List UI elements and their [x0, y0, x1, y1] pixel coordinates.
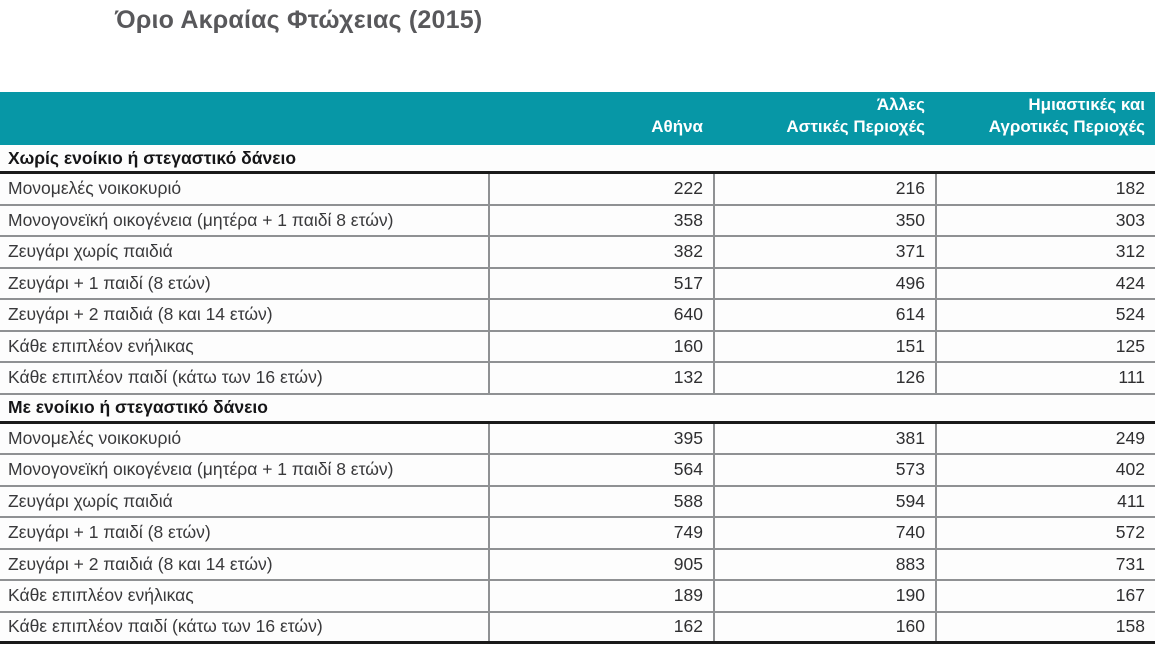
table-row: Κάθε επιπλέον παιδί (κάτω των 16 ετών) 1…: [0, 363, 1155, 395]
table-row: Κάθε επιπλέον ενήλικας 160 151 125: [0, 331, 1155, 363]
table-row: Μονογονεϊκή οικογένεια (μητέρα + 1 παιδί…: [0, 205, 1155, 237]
value-cell: 189: [488, 581, 713, 611]
value-cell: 424: [935, 268, 1155, 298]
row-label: Μονομελές νοικοκυριό: [8, 178, 182, 199]
value-cell: 160: [488, 331, 713, 361]
value-cell: 216: [713, 174, 935, 204]
value-cell: 517: [488, 268, 713, 298]
row-label: Κάθε επιπλέον παιδί (κάτω των 16 ετών): [8, 367, 323, 388]
value-cell: 588: [488, 486, 713, 516]
column-header-line: Αγροτικές Περιοχές: [988, 116, 1145, 136]
section-rows: Μονομελές νοικοκυριό 395 381 249 Μονογον…: [0, 423, 1155, 644]
column-header: Άλλες Αστικές Περιοχές: [713, 92, 935, 145]
value-cell: 190: [713, 581, 935, 611]
row-label: Ζευγάρι + 2 παιδιά (8 και 14 ετών): [8, 304, 273, 325]
table-row: Κάθε επιπλέον παιδί (κάτω των 16 ετών) 1…: [0, 612, 1155, 644]
row-label: Μονομελές νοικοκυριό: [8, 427, 182, 448]
page-title: Όριο Ακραίας Φτώχειας (2015): [115, 6, 483, 34]
value-cell: 303: [935, 205, 1155, 235]
row-label: Κάθε επιπλέον ενήλικας: [8, 585, 194, 606]
value-cell: 371: [713, 237, 935, 267]
value-cell: 564: [488, 455, 713, 485]
value-cell: 614: [713, 300, 935, 330]
row-label: Ζευγάρι χωρίς παιδιά: [8, 241, 173, 262]
value-cell: 382: [488, 237, 713, 267]
value-cell: 125: [935, 331, 1155, 361]
section-rows: Μονομελές νοικοκυριό 222 216 182 Μονογον…: [0, 174, 1155, 395]
table-row: Ζευγάρι + 2 παιδιά (8 και 14 ετών) 905 8…: [0, 549, 1155, 581]
table-row: Κάθε επιπλέον ενήλικας 189 190 167: [0, 581, 1155, 613]
value-cell: 167: [935, 581, 1155, 611]
header-spacer-cell: [0, 92, 488, 145]
column-header-line: Αστικές Περιοχές: [786, 116, 925, 136]
value-cell: 358: [488, 205, 713, 235]
value-cell: 132: [488, 363, 713, 393]
value-cell: 395: [488, 423, 713, 453]
table-row: Ζευγάρι + 1 παιδί (8 ετών) 517 496 424: [0, 268, 1155, 300]
value-cell: 160: [713, 612, 935, 641]
value-cell: 573: [713, 455, 935, 485]
value-cell: 312: [935, 237, 1155, 267]
row-label: Ζευγάρι + 1 παιδί (8 ετών): [8, 522, 211, 543]
table-body: Χωρίς ενοίκιο ή στεγαστικό δάνειο Μονομε…: [0, 145, 1155, 644]
row-label: Ζευγάρι χωρίς παιδιά: [8, 490, 173, 511]
table-row: Ζευγάρι + 1 παιδί (8 ετών) 749 740 572: [0, 518, 1155, 550]
column-header: Ημιαστικές και Αγροτικές Περιοχές: [935, 92, 1155, 145]
row-label: Μονογονεϊκή οικογένεια (μητέρα + 1 παιδί…: [8, 209, 394, 230]
table-section: Με ενοίκιο ή στεγαστικό δάνειο Μονομελές…: [0, 394, 1155, 644]
value-cell: 111: [935, 363, 1155, 393]
row-label: Ζευγάρι + 1 παιδί (8 ετών): [8, 272, 211, 293]
row-label: Μονογονεϊκή οικογένεια (μητέρα + 1 παιδί…: [8, 459, 394, 480]
value-cell: 222: [488, 174, 713, 204]
table-row: Ζευγάρι + 2 παιδιά (8 και 14 ετών) 640 6…: [0, 300, 1155, 332]
value-cell: 731: [935, 549, 1155, 579]
column-header-line: Άλλες: [876, 94, 925, 114]
value-cell: 151: [713, 331, 935, 361]
value-cell: 524: [935, 300, 1155, 330]
value-cell: 740: [713, 518, 935, 548]
value-cell: 350: [713, 205, 935, 235]
table-section: Χωρίς ενοίκιο ή στεγαστικό δάνειο Μονομε…: [0, 145, 1155, 395]
value-cell: 905: [488, 549, 713, 579]
title-area: Όριο Ακραίας Φτώχειας (2015): [0, 0, 1155, 92]
value-cell: 158: [935, 612, 1155, 641]
value-cell: 402: [935, 455, 1155, 485]
table-row: Ζευγάρι χωρίς παιδιά 382 371 312: [0, 237, 1155, 269]
value-cell: 496: [713, 268, 935, 298]
section-header-label: Χωρίς ενοίκιο ή στεγαστικό δάνειο: [8, 147, 297, 168]
value-cell: 249: [935, 423, 1155, 453]
value-cell: 883: [713, 549, 935, 579]
value-cell: 381: [713, 423, 935, 453]
value-cell: 411: [935, 486, 1155, 516]
row-label: Κάθε επιπλέον ενήλικας: [8, 335, 194, 356]
table-row: Μονομελές νοικοκυριό 222 216 182: [0, 174, 1155, 206]
value-cell: 162: [488, 612, 713, 641]
table-row: Ζευγάρι χωρίς παιδιά 588 594 411: [0, 486, 1155, 518]
value-cell: 640: [488, 300, 713, 330]
value-cell: 594: [713, 486, 935, 516]
value-cell: 749: [488, 518, 713, 548]
row-label: Ζευγάρι + 2 παιδιά (8 και 14 ετών): [8, 553, 273, 574]
column-header-line: Αθήνα: [651, 116, 703, 136]
value-cell: 572: [935, 518, 1155, 548]
table-row: Μονογονεϊκή οικογένεια (μητέρα + 1 παιδί…: [0, 455, 1155, 487]
section-header-row: Με ενοίκιο ή στεγαστικό δάνειο: [0, 394, 1155, 424]
column-header-line: Ημιαστικές και: [1028, 94, 1145, 114]
row-label: Κάθε επιπλέον παιδί (κάτω των 16 ετών): [8, 616, 323, 637]
table-row: Μονομελές νοικοκυριό 395 381 249: [0, 423, 1155, 455]
value-cell: 126: [713, 363, 935, 393]
section-header-label: Με ενοίκιο ή στεγαστικό δάνειο: [8, 397, 268, 417]
table-header-band: Αθήνα Άλλες Αστικές Περιοχές Ημιαστικές και…: [0, 92, 1155, 145]
section-header-row: Χωρίς ενοίκιο ή στεγαστικό δάνειο: [0, 145, 1155, 174]
column-header: Αθήνα: [488, 92, 713, 145]
value-cell: 182: [935, 174, 1155, 204]
